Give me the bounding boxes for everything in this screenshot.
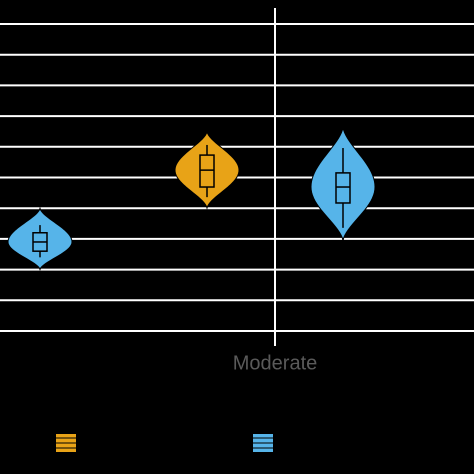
- x-tick-label: Moderate: [233, 352, 318, 374]
- box: [199, 154, 215, 188]
- box: [335, 172, 351, 204]
